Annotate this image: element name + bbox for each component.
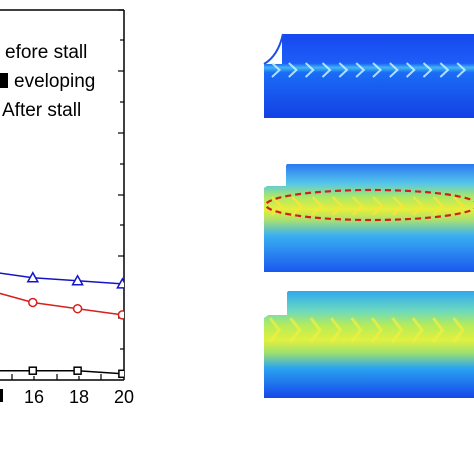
- series-2-point-1: [28, 297, 38, 308]
- contour-panels: [263, 33, 474, 398]
- x-tick-label-20: 20: [114, 387, 134, 407]
- chevrons-1-stroke-9: [422, 62, 433, 78]
- legend-label-developing: eveloping: [14, 71, 95, 92]
- chevrons-3-stroke-4: [350, 317, 363, 343]
- chevrons-2-stroke-5: [372, 196, 384, 216]
- chevrons-3-stroke-2: [309, 317, 322, 343]
- series-0-point-2: [73, 366, 82, 375]
- chevrons-3-stroke-5: [370, 317, 384, 343]
- chevrons-1-stroke-0: [271, 62, 282, 78]
- chevrons-1-stroke-1: [288, 62, 298, 78]
- chevrons-2-stroke-9: [452, 196, 465, 216]
- chevrons-1-stroke-11: [456, 62, 467, 78]
- chevrons-1-stroke-8: [405, 62, 416, 78]
- chevrons-3-stroke-3: [330, 317, 343, 343]
- chevrons-2-stroke-8: [432, 196, 445, 216]
- y-tick-marks: [118, 9, 124, 350]
- series-2-point-2: [72, 303, 83, 314]
- chevrons-3-stroke-6: [391, 317, 404, 343]
- line-chart: 16 18 20 efore stall eveloping After sta…: [0, 9, 134, 407]
- legend-label-after-stall: After stall: [2, 100, 81, 121]
- x-tick-label-18: 18: [69, 387, 89, 407]
- series-1-point-1: [26, 271, 40, 283]
- chevrons-1-stroke-2: [304, 62, 315, 78]
- chevrons-2-stroke-1: [291, 196, 304, 216]
- after-stall-contour: [264, 291, 474, 398]
- legend: efore stall eveloping After stall: [0, 42, 95, 121]
- before-stall-contour: [263, 33, 474, 118]
- chevrons-3-stroke-7: [411, 317, 424, 343]
- x-tick-label-16: 16: [24, 387, 44, 407]
- x-tick-marks: [11, 374, 102, 380]
- chevrons-2-stroke-0: [271, 196, 283, 216]
- series-line-0: [0, 369, 123, 375]
- chevrons-2-stroke-6: [392, 196, 405, 216]
- chevrons-2-stroke-3: [331, 196, 344, 216]
- chevrons-1-stroke-3: [321, 62, 332, 78]
- chevrons-1-stroke-4: [338, 62, 349, 78]
- series-line-1: [0, 272, 123, 285]
- series-layer: [0, 271, 124, 379]
- series-0-point-3: [118, 369, 124, 379]
- legend-glyph-cropped: [0, 73, 8, 88]
- chevrons-1-stroke-7: [389, 62, 399, 78]
- x-tick-label-cropped: [0, 389, 3, 402]
- chevrons-3-stroke-0: [268, 317, 282, 343]
- series-line-2: [0, 292, 123, 316]
- chevrons-2-stroke-2: [311, 196, 324, 216]
- chevrons-3-stroke-9: [452, 317, 465, 343]
- series-2-point-3: [117, 310, 124, 320]
- chevrons-3-stroke-1: [289, 317, 302, 343]
- chevrons-1-stroke-10: [439, 62, 450, 78]
- chevrons-1-stroke-6: [372, 62, 383, 78]
- chevrons-3-stroke-8: [432, 317, 445, 343]
- chevrons-1-stroke-5: [355, 62, 366, 78]
- developing-contour: [264, 164, 474, 272]
- chevrons-2-stroke-7: [412, 196, 425, 216]
- series-1-point-3: [116, 277, 124, 289]
- series-1-point-2: [71, 274, 84, 286]
- series-0-point-1: [28, 366, 38, 375]
- legend-label-before-stall: efore stall: [5, 42, 87, 63]
- chevrons-2-stroke-4: [351, 196, 364, 216]
